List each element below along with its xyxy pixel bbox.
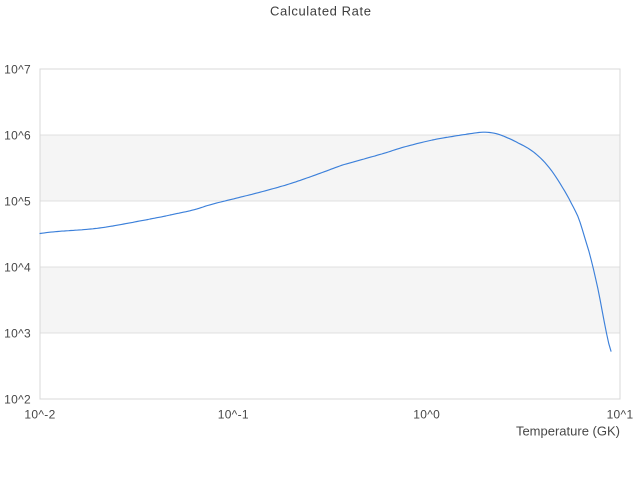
svg-text:Temperature (GK): Temperature (GK)	[516, 424, 620, 439]
svg-text:Calculated Rate: Calculated Rate	[270, 4, 372, 19]
svg-text:10^5: 10^5	[4, 194, 31, 208]
svg-text:10^4: 10^4	[4, 260, 31, 274]
svg-text:10^0: 10^0	[413, 407, 440, 421]
svg-text:10^6: 10^6	[4, 128, 31, 142]
svg-text:10^2: 10^2	[4, 392, 31, 406]
svg-text:10^3: 10^3	[4, 326, 31, 340]
svg-text:10^-2: 10^-2	[24, 407, 55, 421]
svg-text:10^1: 10^1	[607, 407, 634, 421]
svg-text:10^-1: 10^-1	[218, 407, 249, 421]
svg-text:10^7: 10^7	[4, 62, 31, 76]
